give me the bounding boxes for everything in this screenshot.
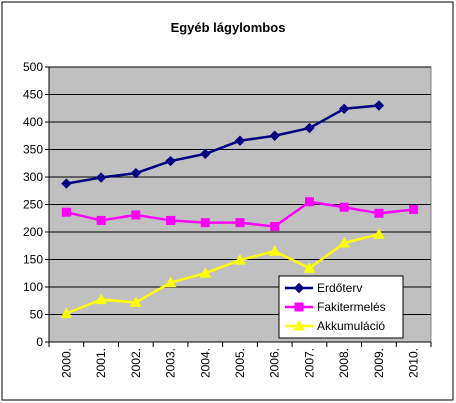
marker-triangle <box>95 293 107 305</box>
marker-square <box>131 210 141 220</box>
x-tick-label: 2009. <box>372 348 386 378</box>
marker-square <box>409 204 419 214</box>
marker-triangle <box>268 245 281 256</box>
x-tick-label: 2002. <box>129 348 143 378</box>
marker-square <box>166 215 176 225</box>
marker-triangle <box>60 307 73 318</box>
y-tick-label: 500 <box>23 60 43 74</box>
marker-square <box>304 197 314 207</box>
legend-label: Erdőterv <box>317 281 362 295</box>
legend-label: Fakitermelés <box>317 300 386 314</box>
y-tick-label: 350 <box>23 143 43 157</box>
marker-triangle <box>199 267 212 278</box>
marker-diamond <box>165 155 176 167</box>
series-line-0 <box>66 104 380 185</box>
x-tick-label: 2008. <box>337 348 351 378</box>
x-tick-label: 2010. <box>407 348 421 378</box>
marker-triangle <box>129 296 142 307</box>
marker-diamond <box>293 282 305 294</box>
marker-diamond <box>269 130 280 141</box>
x-tick-label: 2006. <box>268 348 282 378</box>
marker-triangle <box>373 228 385 239</box>
x-tick-label: 2007. <box>302 348 316 378</box>
marker-diamond <box>373 100 385 111</box>
marker-square <box>270 222 280 231</box>
x-tick-label: 2001. <box>94 348 108 378</box>
series-layer <box>60 100 419 318</box>
marker-square <box>374 208 384 218</box>
marker-triangle <box>234 254 246 265</box>
y-tick-label: 400 <box>23 115 43 129</box>
marker-triangle <box>293 319 305 331</box>
chart-title: Egyéb lágylombos <box>171 20 286 35</box>
x-tick-label: 2004. <box>198 348 212 378</box>
y-tick-label: 0 <box>36 335 43 349</box>
legend-label: Akkumuláció <box>317 319 385 333</box>
y-tick-label: 150 <box>23 253 43 267</box>
marker-triangle <box>303 262 316 273</box>
y-tick-label: 300 <box>23 170 43 184</box>
marker-diamond <box>95 172 107 183</box>
y-tick-label: 450 <box>23 88 43 102</box>
y-tick-label: 50 <box>30 308 44 322</box>
y-tick-label: 200 <box>23 225 43 239</box>
marker-diamond <box>338 103 350 115</box>
marker-square <box>235 218 245 228</box>
legend: Erdőterv Fakitermelés Akkumuláció <box>278 275 404 339</box>
marker-square <box>339 202 349 212</box>
axes: 0 50 100 150 200 250 300 350 400 450 500 2000. 2001.… <box>23 60 432 378</box>
marker-square <box>61 207 71 217</box>
marker-diamond <box>304 122 315 134</box>
x-tick-label: 2005. <box>233 348 247 378</box>
marker-diamond <box>61 178 72 189</box>
marker-square <box>96 215 106 225</box>
x-tick-label: 2003. <box>164 348 178 378</box>
marker-square <box>294 302 304 312</box>
series-line-2 <box>65 232 380 315</box>
y-tick-label: 250 <box>23 198 43 212</box>
marker-diamond <box>200 148 211 160</box>
marker-square <box>200 218 210 228</box>
marker-triangle <box>338 236 351 248</box>
marker-diamond <box>130 167 142 179</box>
marker-diamond <box>234 135 246 146</box>
x-tick-label: 2000. <box>59 348 73 378</box>
y-tick-label: 100 <box>23 280 43 294</box>
marker-triangle <box>164 276 177 288</box>
